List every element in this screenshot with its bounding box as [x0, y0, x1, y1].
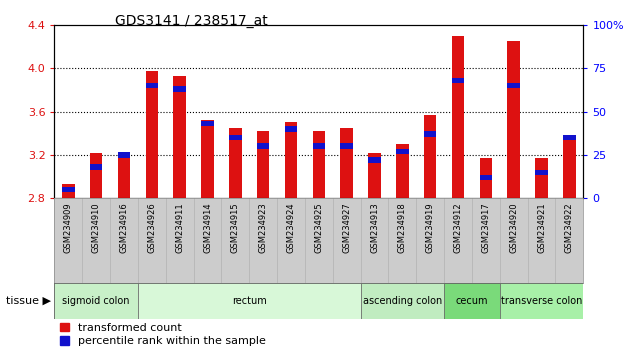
Bar: [62, 184, 74, 198]
Bar: [285, 122, 297, 198]
Bar: [257, 143, 269, 149]
Text: GSM234921: GSM234921: [537, 202, 546, 253]
Text: GDS3141 / 238517_at: GDS3141 / 238517_at: [115, 14, 268, 28]
Text: rectum: rectum: [232, 296, 267, 306]
Bar: [313, 143, 325, 149]
Bar: [285, 126, 297, 132]
Bar: [396, 144, 409, 198]
Text: sigmoid colon: sigmoid colon: [62, 296, 130, 306]
Text: GSM234919: GSM234919: [426, 202, 435, 253]
Text: GSM234923: GSM234923: [259, 202, 268, 253]
Bar: [479, 158, 492, 198]
Text: GSM234916: GSM234916: [120, 202, 129, 253]
Bar: [229, 135, 242, 140]
Bar: [229, 128, 242, 198]
Bar: [396, 149, 409, 154]
Text: tissue ▶: tissue ▶: [6, 296, 51, 306]
Text: GSM234912: GSM234912: [454, 202, 463, 253]
Bar: [174, 76, 186, 198]
Bar: [508, 83, 520, 88]
Bar: [257, 131, 269, 198]
Text: cecum: cecum: [456, 296, 488, 306]
Text: ascending colon: ascending colon: [363, 296, 442, 306]
Bar: [424, 115, 437, 198]
Bar: [340, 143, 353, 149]
Bar: [90, 164, 103, 170]
Bar: [118, 152, 130, 158]
Text: GSM234909: GSM234909: [64, 202, 73, 253]
Bar: [90, 153, 103, 198]
Text: GSM234925: GSM234925: [314, 202, 324, 253]
Bar: [369, 153, 381, 198]
Bar: [201, 121, 214, 126]
Text: GSM234920: GSM234920: [509, 202, 518, 253]
Text: GSM234913: GSM234913: [370, 202, 379, 253]
Bar: [452, 36, 464, 198]
Text: GSM234927: GSM234927: [342, 202, 351, 253]
Text: GSM234915: GSM234915: [231, 202, 240, 253]
Bar: [313, 131, 325, 198]
Bar: [535, 158, 548, 198]
Bar: [174, 86, 186, 92]
Bar: [424, 131, 437, 137]
Bar: [146, 72, 158, 198]
Text: GSM234910: GSM234910: [92, 202, 101, 253]
Text: transverse colon: transverse colon: [501, 296, 582, 306]
Bar: [201, 120, 214, 198]
Bar: [452, 78, 464, 83]
Bar: [535, 170, 548, 175]
FancyBboxPatch shape: [54, 283, 138, 319]
Bar: [146, 83, 158, 88]
Bar: [369, 158, 381, 163]
Bar: [479, 175, 492, 180]
Text: GSM234917: GSM234917: [481, 202, 490, 253]
Bar: [118, 153, 130, 198]
Text: GSM234918: GSM234918: [398, 202, 407, 253]
Bar: [340, 128, 353, 198]
Bar: [563, 135, 576, 198]
FancyBboxPatch shape: [361, 283, 444, 319]
Bar: [563, 135, 576, 140]
Bar: [62, 187, 74, 192]
FancyBboxPatch shape: [500, 283, 583, 319]
Text: GSM234926: GSM234926: [147, 202, 156, 253]
Text: GSM234924: GSM234924: [287, 202, 296, 253]
Text: GSM234922: GSM234922: [565, 202, 574, 253]
Text: GSM234911: GSM234911: [175, 202, 184, 253]
FancyBboxPatch shape: [444, 283, 500, 319]
Text: GSM234914: GSM234914: [203, 202, 212, 253]
Bar: [508, 41, 520, 198]
FancyBboxPatch shape: [138, 283, 361, 319]
Legend: transformed count, percentile rank within the sample: transformed count, percentile rank withi…: [60, 323, 265, 346]
